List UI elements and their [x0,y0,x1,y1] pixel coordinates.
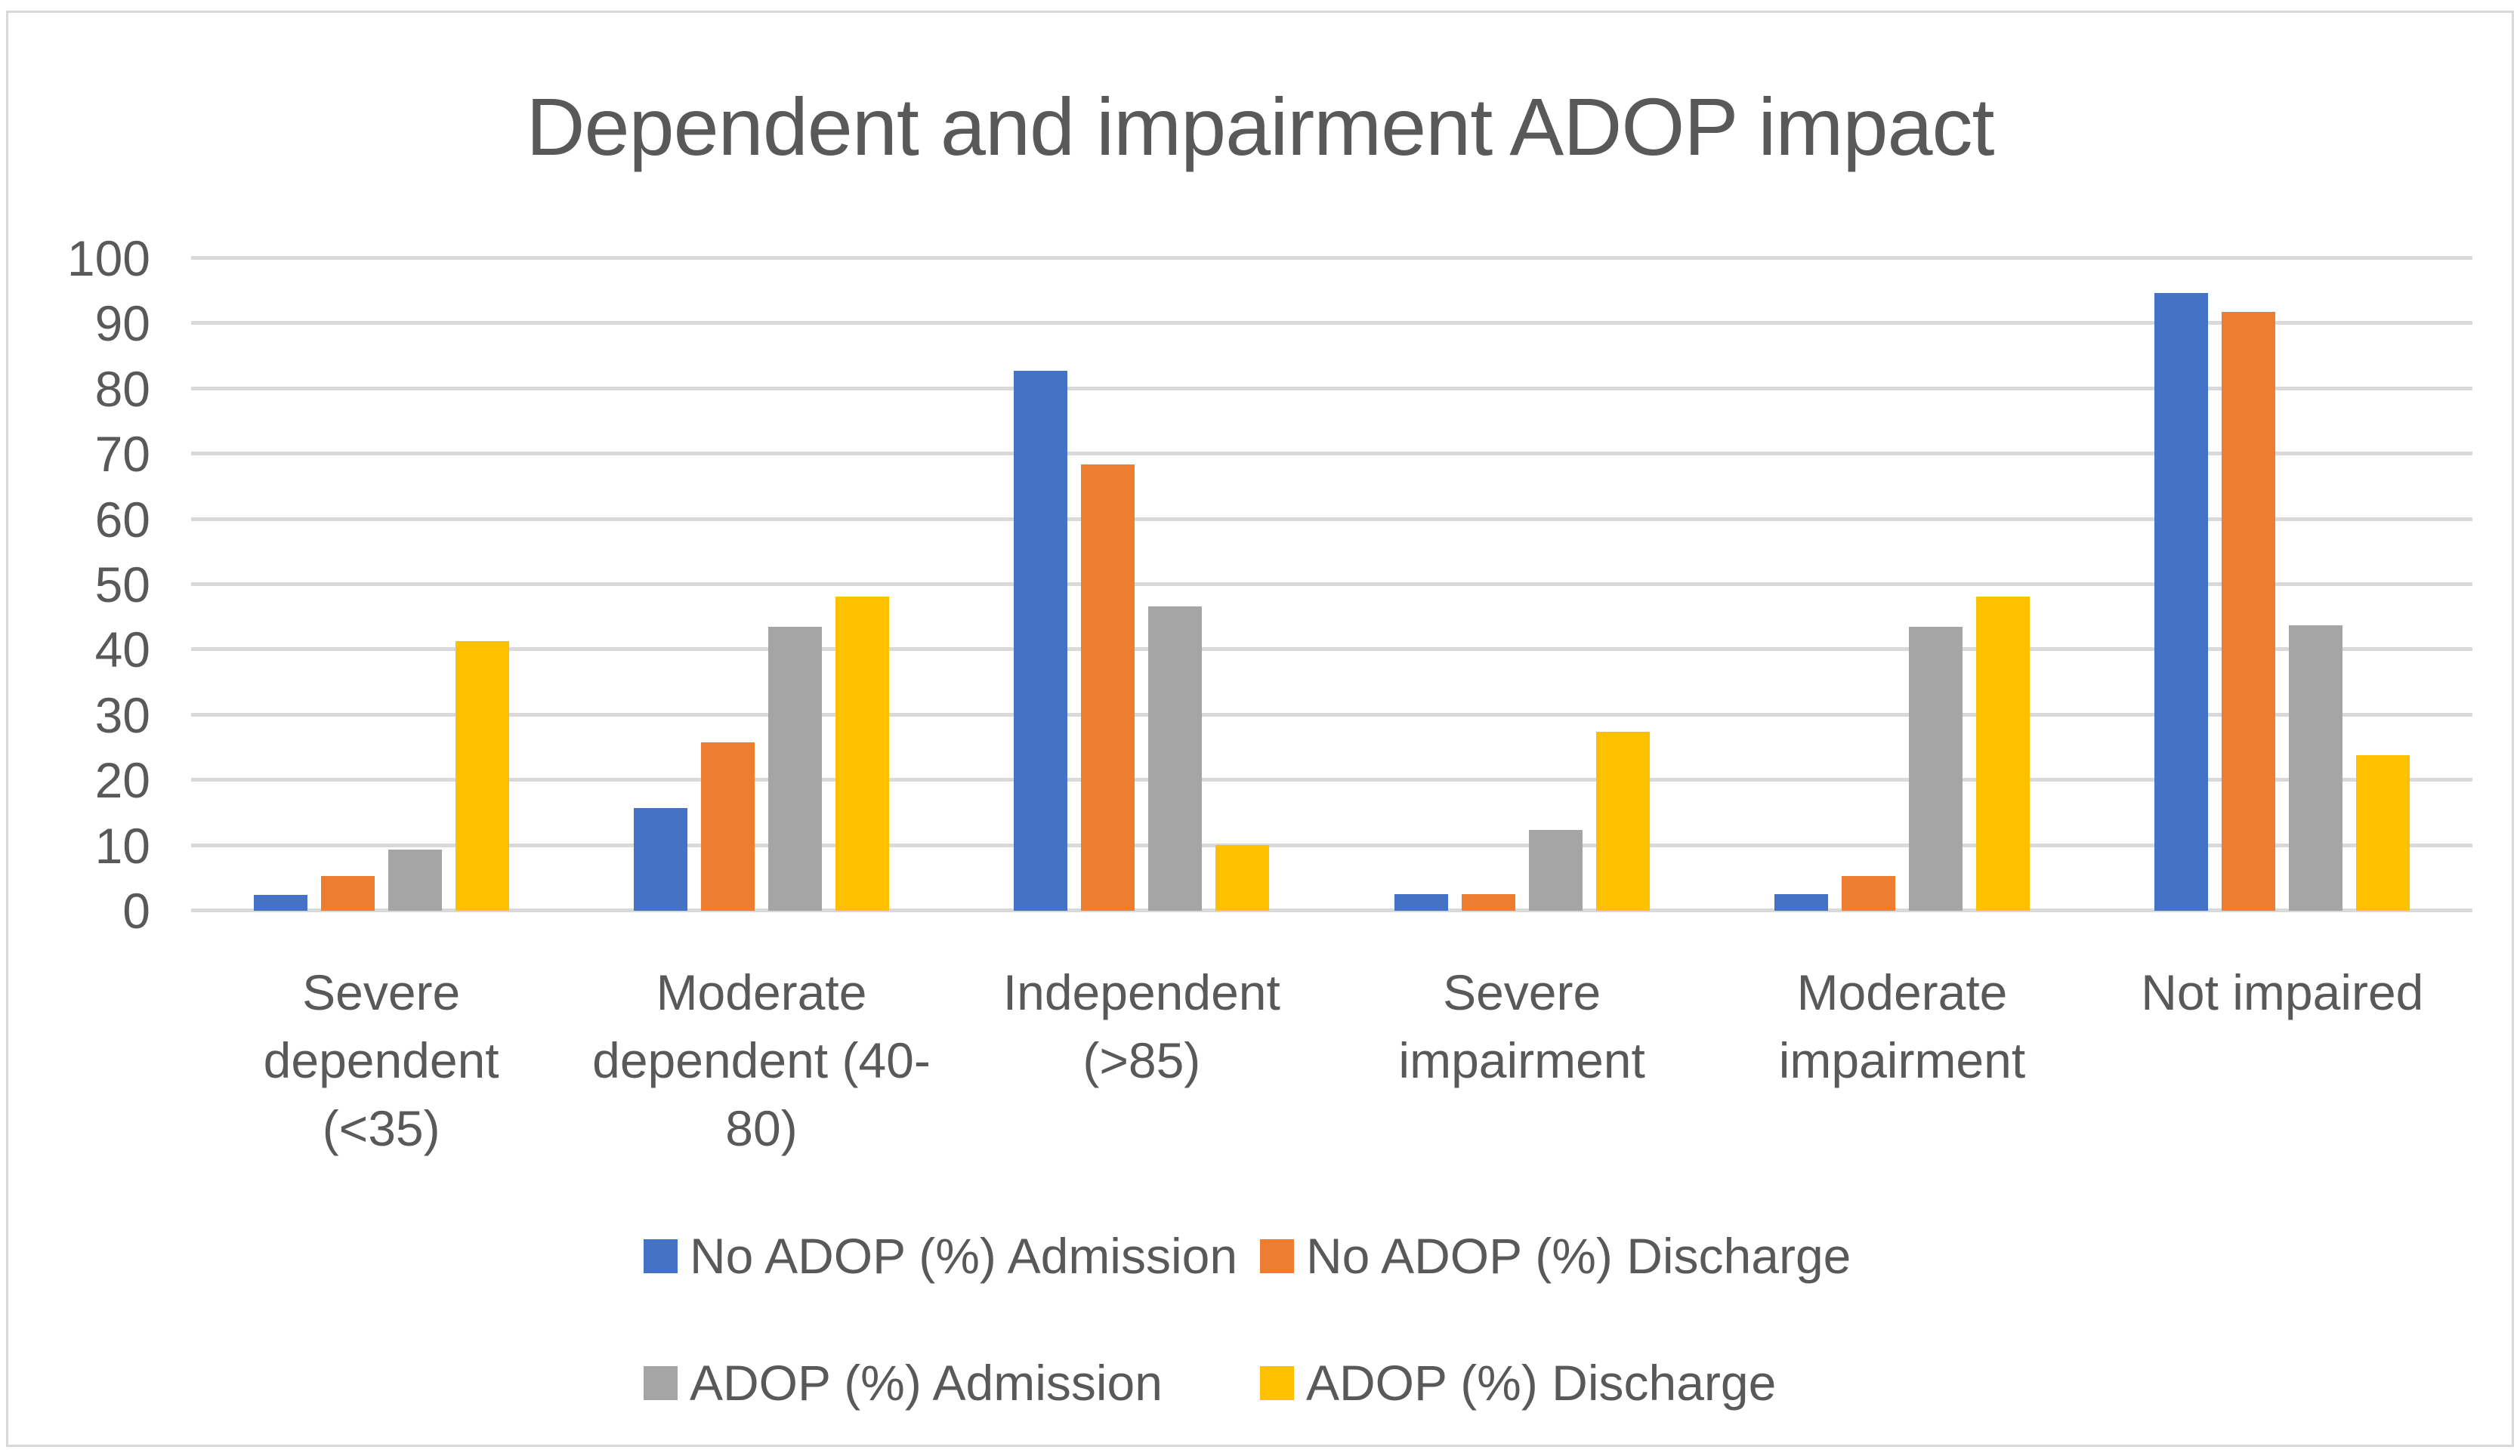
x-category-label-1: Moderate dependent (40-80) [592,964,931,1156]
gridline-100 [191,256,2472,260]
bar-series2-cat4 [1908,627,1963,911]
bar-group-3 [1332,258,1712,911]
gridline-60 [191,517,2472,521]
gridline-70 [191,452,2472,456]
x-axis-category-labels: Severe dependent (<35) Moderate dependent… [191,958,2472,1162]
bar-series1-cat1 [700,742,755,911]
legend: No ADOP (%) Admission No ADOP (%) Dischar… [644,1227,1876,1411]
bar-series0-cat0 [253,895,307,911]
y-tick-label-20: 20 [94,752,150,809]
bar-groups [191,258,2472,911]
bar-group-4 [1712,258,2092,911]
bar-series0-cat1 [633,807,687,911]
x-category-label-2: Independent (>85) [1002,964,1280,1088]
legend-label: ADOP (%) Discharge [1306,1355,1777,1411]
bar-series0-cat5 [2154,292,2209,911]
bar-series3-cat0 [455,641,509,911]
bar-series3-cat3 [1595,732,1650,911]
bar-series0-cat3 [1394,893,1448,911]
gridline-10 [191,843,2472,847]
bar-series2-cat0 [388,849,442,911]
legend-item-2: ADOP (%) Admission [644,1354,1260,1411]
bar-group-1 [571,258,951,911]
chart-title: Dependent and impairment ADOP impact [526,81,1994,172]
bar-series2-cat5 [2289,625,2343,911]
bar-series0-cat2 [1014,370,1068,911]
chart-frame: Dependent and impairment ADOP impact 0 10… [6,11,2514,1447]
gridline-30 [191,712,2472,717]
legend-label: No ADOP (%) Admission [690,1228,1238,1284]
gridline-80 [191,386,2472,390]
x-category-label-3: Severe impairment [1398,964,1645,1088]
gridline-20 [191,778,2472,782]
y-tick-label-100: 100 [66,230,150,286]
y-tick-label-70: 70 [94,426,150,483]
y-tick-label-80: 80 [94,360,150,417]
bar-series3-cat5 [2356,755,2410,911]
bar-series3-cat4 [1975,597,2030,911]
y-tick-label-40: 40 [94,622,150,678]
bar-series1-cat4 [1841,876,1895,911]
legend-item-1: No ADOP (%) Discharge [1260,1227,1876,1285]
y-axis: 0 10 20 30 40 50 60 70 80 90 100 [8,230,150,939]
bar-group-0 [191,258,571,911]
legend-swatch-icon [1260,1365,1294,1400]
x-category-label-0: Severe dependent (<35) [263,964,499,1156]
gridline-0 [191,908,2472,912]
x-category-label-5: Not impaired [2141,964,2424,1020]
bar-series1-cat3 [1461,893,1515,911]
legend-swatch-icon [644,1239,678,1273]
y-tick-label-60: 60 [94,491,150,548]
legend-item-0: No ADOP (%) Admission [644,1227,1260,1285]
gridline-50 [191,582,2472,586]
bar-group-5 [2092,258,2472,911]
bar-series3-cat2 [1215,844,1270,911]
bar-series1-cat5 [2222,311,2276,911]
y-tick-label-10: 10 [94,817,150,874]
x-category-label-4: Moderate impairment [1778,964,2026,1088]
plot-area [191,256,2472,912]
gridline-40 [191,647,2472,652]
bar-series1-cat2 [1081,464,1135,911]
gridline-90 [191,321,2472,325]
bar-series2-cat1 [767,627,822,911]
legend-label: ADOP (%) Admission [690,1355,1163,1411]
bar-series1-cat0 [320,876,375,911]
bar-series2-cat2 [1148,606,1203,911]
bar-group-2 [952,258,1332,911]
y-tick-label-90: 90 [94,295,150,352]
legend-swatch-icon [644,1365,678,1400]
bar-series3-cat1 [835,597,889,911]
legend-item-3: ADOP (%) Discharge [1260,1354,1876,1411]
bar-series2-cat3 [1528,829,1583,911]
bar-series0-cat4 [1774,893,1828,911]
legend-swatch-icon [1260,1239,1294,1273]
y-tick-label-0: 0 [122,883,150,939]
y-tick-label-30: 30 [94,686,150,743]
legend-label: No ADOP (%) Discharge [1306,1228,1851,1284]
y-tick-label-50: 50 [94,557,150,612]
